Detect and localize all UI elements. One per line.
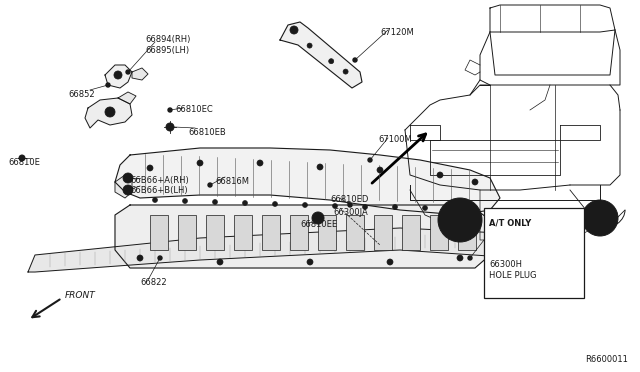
Circle shape xyxy=(105,107,115,117)
Text: R6600011: R6600011 xyxy=(585,355,628,364)
Bar xyxy=(374,215,392,250)
Bar xyxy=(484,208,584,298)
Bar xyxy=(458,215,476,250)
Polygon shape xyxy=(105,65,132,88)
Circle shape xyxy=(387,259,393,265)
Circle shape xyxy=(307,259,313,265)
Circle shape xyxy=(19,155,25,161)
Bar xyxy=(262,215,280,250)
Polygon shape xyxy=(115,175,132,198)
Text: 66816M: 66816M xyxy=(215,177,249,186)
Circle shape xyxy=(329,59,333,64)
Circle shape xyxy=(343,69,348,74)
Circle shape xyxy=(368,158,372,162)
Circle shape xyxy=(106,83,110,87)
Circle shape xyxy=(158,256,162,260)
Circle shape xyxy=(529,253,539,263)
Text: 66895(LH): 66895(LH) xyxy=(145,46,189,55)
Bar xyxy=(178,215,196,250)
Text: 67100M: 67100M xyxy=(378,135,412,144)
Circle shape xyxy=(468,256,472,260)
Circle shape xyxy=(307,43,312,48)
Circle shape xyxy=(452,206,458,212)
Circle shape xyxy=(168,108,172,112)
Text: 66822: 66822 xyxy=(140,278,166,287)
Text: HOLE PLUG: HOLE PLUG xyxy=(489,271,536,280)
Text: FRONT: FRONT xyxy=(65,292,96,301)
Circle shape xyxy=(243,201,248,205)
Circle shape xyxy=(317,164,323,170)
Circle shape xyxy=(273,202,278,206)
Circle shape xyxy=(137,255,143,261)
Circle shape xyxy=(582,200,618,236)
Bar xyxy=(318,215,336,250)
Circle shape xyxy=(147,165,153,171)
Circle shape xyxy=(333,203,337,208)
Text: 66852: 66852 xyxy=(68,90,95,99)
Circle shape xyxy=(290,26,298,34)
Circle shape xyxy=(472,179,478,185)
Circle shape xyxy=(166,123,174,131)
Text: 66810EC: 66810EC xyxy=(175,105,212,114)
Text: 66894(RH): 66894(RH) xyxy=(145,35,190,44)
Circle shape xyxy=(315,215,321,221)
Circle shape xyxy=(152,198,157,202)
Bar xyxy=(234,215,252,250)
Text: 66810EE: 66810EE xyxy=(300,220,337,229)
Bar xyxy=(150,215,168,250)
Circle shape xyxy=(422,205,428,211)
Circle shape xyxy=(168,125,172,129)
Text: 66300H: 66300H xyxy=(489,260,522,269)
Polygon shape xyxy=(118,92,136,104)
Text: 66B66+B(LH): 66B66+B(LH) xyxy=(130,186,188,195)
Bar xyxy=(290,215,308,250)
Text: 67120M: 67120M xyxy=(380,28,413,37)
Text: 66300JA: 66300JA xyxy=(333,208,368,217)
Circle shape xyxy=(531,256,536,260)
Circle shape xyxy=(126,70,130,74)
Circle shape xyxy=(303,202,307,208)
Circle shape xyxy=(437,172,443,178)
Polygon shape xyxy=(280,22,362,88)
Circle shape xyxy=(312,212,324,224)
Circle shape xyxy=(123,185,133,195)
Circle shape xyxy=(392,205,397,209)
Circle shape xyxy=(362,205,367,209)
Bar xyxy=(346,215,364,250)
Polygon shape xyxy=(132,68,148,80)
Circle shape xyxy=(353,58,357,62)
Circle shape xyxy=(593,211,607,225)
Circle shape xyxy=(438,198,482,242)
Text: 66810EB: 66810EB xyxy=(188,128,226,137)
Bar xyxy=(206,215,224,250)
Circle shape xyxy=(212,199,218,205)
Circle shape xyxy=(217,259,223,265)
Circle shape xyxy=(208,183,212,187)
Text: A/T ONLY: A/T ONLY xyxy=(489,218,531,227)
Circle shape xyxy=(377,167,383,173)
Circle shape xyxy=(457,255,463,261)
Circle shape xyxy=(182,199,188,203)
Circle shape xyxy=(197,160,203,166)
Polygon shape xyxy=(28,228,555,272)
Bar xyxy=(430,215,448,250)
Circle shape xyxy=(452,212,468,228)
Circle shape xyxy=(257,160,263,166)
Text: 66810E: 66810E xyxy=(8,158,40,167)
Bar xyxy=(402,215,420,250)
Polygon shape xyxy=(115,205,490,268)
Circle shape xyxy=(114,71,122,79)
Polygon shape xyxy=(85,98,132,128)
Circle shape xyxy=(348,203,352,207)
Text: 66810ED: 66810ED xyxy=(330,195,369,204)
Polygon shape xyxy=(115,148,500,215)
Text: 66B66+A(RH): 66B66+A(RH) xyxy=(130,176,189,185)
Circle shape xyxy=(123,173,133,183)
